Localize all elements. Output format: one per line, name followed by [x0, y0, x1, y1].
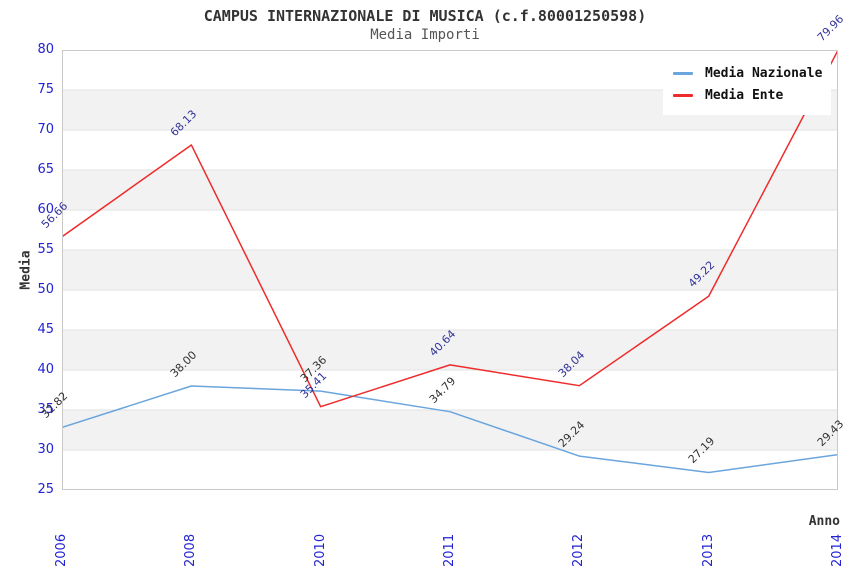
x-tick-2011: 2011	[442, 533, 457, 567]
series-line-media-nazionale	[62, 385, 838, 474]
legend-item-media-ente: Media Ente	[673, 84, 821, 106]
series-line-media-ente	[62, 50, 838, 408]
y-tick-55: 55	[37, 242, 54, 257]
chart-page: { "header": { "title": "CAMPUS INTERNAZI…	[0, 7, 848, 567]
legend-label-media-ente: Media Ente	[705, 87, 784, 103]
x-tick-2012: 2012	[571, 533, 587, 567]
x-tick-2008: 2008	[183, 533, 199, 567]
x-tick-2013: 2013	[700, 533, 716, 567]
y-tick-35: 35	[37, 402, 54, 417]
band	[62, 410, 838, 450]
band	[62, 330, 838, 370]
chart-subtitle: Media Importi	[370, 27, 480, 43]
y-tick-70: 70	[37, 122, 54, 137]
band	[62, 170, 838, 210]
legend-swatch-nazionale-icon	[673, 71, 693, 75]
band	[62, 250, 838, 290]
x-axis-title: Anno	[808, 514, 840, 529]
chart-figure: CAMPUS INTERNAZIONALE DI MUSICA (c.f.800…	[0, 7, 848, 567]
legend-swatch-ente-icon	[673, 93, 693, 97]
x-tick-2010: 2010	[312, 533, 328, 567]
y-tick-30: 30	[37, 442, 54, 457]
y-tick-50: 50	[37, 282, 54, 297]
y-tick-65: 65	[37, 162, 54, 177]
x-axis-tick-labels: 2006 2008 2010 2011 2012 2013 2014	[54, 491, 848, 567]
y-tick-80: 80	[37, 42, 54, 57]
chart-title: CAMPUS INTERNAZIONALE DI MUSICA (c.f.800…	[203, 7, 647, 25]
plot-canvas	[62, 50, 838, 474]
y-tick-45: 45	[37, 322, 54, 337]
y-tick-60: 60	[37, 202, 54, 217]
plot-area: Media Nazionale Media Ente	[62, 50, 838, 490]
x-tick-2014: 2014	[830, 533, 845, 567]
y-tick-25: 25	[37, 482, 54, 497]
x-tick-2006: 2006	[54, 533, 69, 567]
y-tick-40: 40	[37, 362, 54, 377]
legend-label-media-nazionale: Media Nazionale	[705, 65, 823, 81]
legend: Media Nazionale Media Ente	[663, 54, 831, 115]
y-tick-75: 75	[37, 82, 54, 97]
y-axis-tick-labels: 25 30 35 40 45 50 55 60 65 70 75 80	[0, 42, 54, 497]
legend-item-media-nazionale: Media Nazionale	[673, 62, 823, 84]
